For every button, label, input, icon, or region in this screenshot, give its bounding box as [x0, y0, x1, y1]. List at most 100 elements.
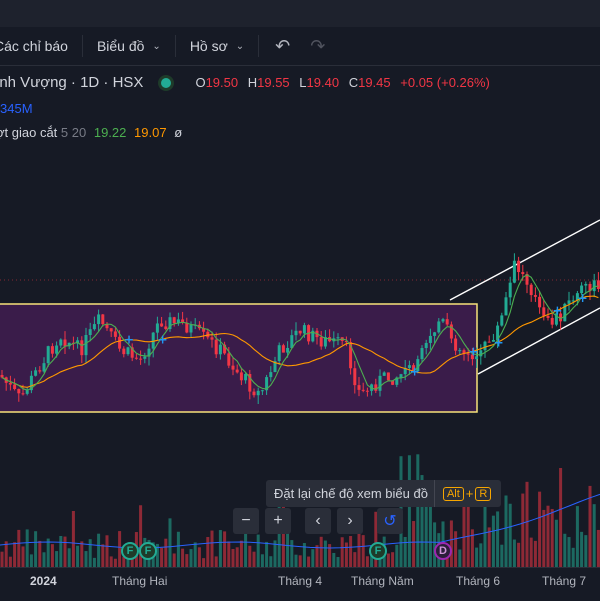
time-axis[interactable]: 2024 Tháng Hai Tháng 4 Tháng Năm Tháng 6… [0, 567, 600, 601]
chart-toolbar: Các chỉ báo Biểu đồ ⌄ Hồ sơ ⌄ ↶ ↷ [0, 27, 600, 66]
indicators-button[interactable]: Các chỉ báo [0, 27, 68, 65]
event-marker-f[interactable]: F [369, 542, 387, 560]
candle-body [235, 369, 239, 373]
candle-body [344, 340, 348, 343]
event-marker-d[interactable]: D [434, 542, 452, 560]
candle-body [462, 350, 466, 354]
scroll-left-button[interactable]: ‹ [305, 508, 331, 534]
candle-body [349, 342, 353, 369]
ma-title: ợt giao cắt [0, 125, 58, 140]
market-status-icon[interactable] [161, 77, 172, 88]
candle-body [269, 372, 273, 378]
candle-body [491, 339, 495, 342]
candle-body [168, 317, 172, 330]
volume-bar [462, 485, 466, 567]
chevron-right-icon: › [347, 512, 353, 529]
volume-bar [80, 541, 84, 567]
x-tick-label: Tháng 7 [542, 574, 587, 588]
volume-bar [273, 540, 277, 567]
candle-body [437, 321, 441, 333]
volume-bar [370, 551, 374, 567]
close-value: 19.45 [358, 75, 391, 90]
candle-body [42, 363, 46, 372]
candle-body [59, 339, 63, 346]
candle-body [76, 340, 80, 344]
chart-type-label: Biểu đồ [96, 38, 145, 54]
candle-body [189, 325, 193, 333]
candle-body [80, 340, 84, 356]
volume-bar [500, 544, 504, 567]
volume-ma-line [0, 493, 600, 549]
x-tick-label: Tháng 4 [278, 574, 323, 588]
ma-cross-legend[interactable]: ợt giao cắt 5 20 19.22 19.07 ø [0, 125, 182, 140]
candle-body [46, 346, 50, 364]
candle-body [319, 337, 323, 347]
event-marker-f[interactable]: F [139, 542, 157, 560]
volume-bar [92, 557, 96, 567]
candle-body [97, 314, 101, 325]
volume-bar [265, 541, 269, 567]
volume-bar [311, 549, 315, 567]
zoom-in-button[interactable]: + [265, 508, 291, 534]
candle-body [113, 331, 117, 337]
volume-bar [508, 503, 512, 567]
volume-bar [118, 531, 122, 567]
candle-body [395, 377, 399, 385]
undo-button[interactable]: ↶ [275, 27, 290, 65]
volume-bar [227, 541, 231, 567]
volume-bar [596, 529, 600, 567]
cross-marker: + [494, 335, 504, 349]
volume-bar [538, 491, 542, 567]
volume-bar [412, 521, 416, 567]
cross-marker: + [158, 333, 168, 347]
event-marker-f[interactable]: F [121, 542, 139, 560]
channel-lower-line[interactable] [477, 307, 600, 375]
chart-type-button[interactable]: Biểu đồ ⌄ [97, 27, 161, 65]
candle-body [164, 326, 168, 330]
symbol-title[interactable]: ịnh Vượng · 1D · HSX [0, 74, 144, 91]
candle-body [496, 325, 500, 340]
indicators-label: Các chỉ báo [0, 38, 68, 54]
open-value: 19.50 [205, 75, 239, 90]
volume-bar [340, 537, 344, 567]
cross-marker: + [578, 291, 588, 305]
candle-body [424, 342, 428, 349]
close-label: C [348, 75, 359, 90]
candle-body [214, 339, 218, 355]
x-tick-label: Tháng Năm [351, 574, 414, 588]
volume-bar [46, 538, 50, 567]
volume-bar [42, 552, 46, 567]
volume-bar [496, 511, 500, 567]
candle-body [323, 337, 327, 347]
high-value: 19.55 [257, 75, 290, 90]
volume-bar [252, 551, 256, 567]
volume-bar [319, 536, 323, 567]
event-label: F [144, 545, 152, 557]
low-value: 19.40 [306, 75, 340, 90]
toolbar-divider [258, 35, 260, 57]
ma-slow-value: 19.07 [134, 125, 167, 140]
volume-bar [176, 531, 180, 567]
candle-body [466, 353, 470, 355]
volume-bar [550, 508, 554, 567]
volume-bar [244, 531, 248, 567]
volume-bar [193, 542, 197, 567]
redo-button[interactable]: ↷ [310, 27, 325, 65]
zoom-out-button[interactable]: − [233, 508, 259, 534]
candle-body [105, 324, 109, 329]
candle-body [21, 393, 25, 395]
reset-view-button[interactable]: ↺ [377, 508, 403, 534]
volume-bar [50, 544, 54, 567]
profile-button[interactable]: Hồ sơ ⌄ [190, 27, 244, 65]
volume-bar [374, 511, 378, 567]
price-chart[interactable]: + + + + + + + [0, 150, 600, 567]
channel-upper-line[interactable] [449, 219, 600, 301]
candle-body [63, 339, 67, 347]
chevron-down-icon: ⌄ [152, 40, 161, 52]
scroll-right-button[interactable]: › [337, 508, 363, 534]
range-box[interactable] [0, 303, 478, 413]
volume-bar [449, 520, 453, 567]
candle-body [277, 345, 281, 362]
candle-body [529, 284, 533, 296]
candle-body [0, 375, 4, 378]
